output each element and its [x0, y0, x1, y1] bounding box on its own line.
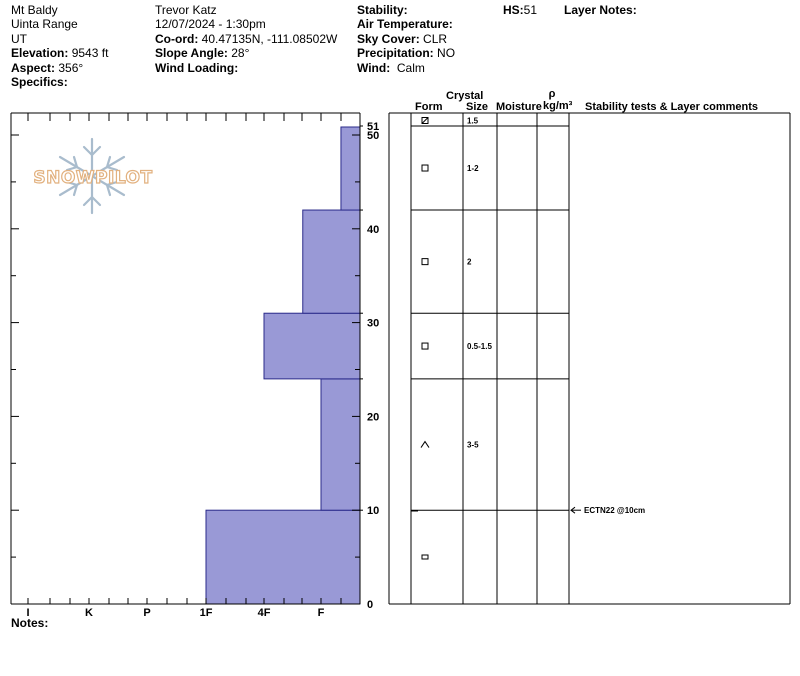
state: UT [11, 32, 27, 46]
precipitation: Precipitation: NO [357, 46, 455, 60]
crystal-form-square-icon [421, 164, 429, 172]
layer-notes: Layer Notes: [564, 3, 637, 17]
location: Mt Baldy [11, 3, 58, 17]
stability-arrow-head-0 [570, 506, 576, 514]
sky-label: Sky Cover: [357, 32, 420, 46]
density-header: kg/m³ [543, 100, 573, 112]
specifics: Specifics: [11, 75, 68, 89]
aspect: Aspect: 356° [11, 61, 83, 75]
squarex-diag-5 [421, 117, 429, 124]
wind-loading: Wind Loading: [155, 61, 238, 75]
wind-value: Calm [396, 61, 425, 75]
stability: Stability: [357, 3, 408, 17]
square-shape-3 [421, 258, 429, 266]
snow-height: HS:51 [503, 3, 537, 17]
depth-label-20: 20 [367, 411, 379, 423]
wind-label: Wind: [357, 61, 391, 75]
sky-cover: Sky Cover: CLR [357, 32, 447, 46]
square-shape-2 [421, 342, 429, 350]
air-temp-label: Air Temperature: [357, 17, 453, 31]
moisture-header: Moisture [496, 101, 542, 113]
crystal-size-2: 0.5-1.5 [467, 342, 492, 351]
depth-label-30: 30 [367, 318, 379, 330]
depth-label-51: 51 [367, 121, 379, 133]
crystal-size-4: 1-2 [467, 164, 479, 173]
squarex-shape-5 [421, 117, 429, 124]
hardness-label-I: I [26, 607, 29, 619]
precip-value: NO [437, 46, 456, 60]
datetime: 12/07/2024 - 1:30pm [155, 17, 266, 31]
depth-label-0: 0 [367, 599, 373, 611]
crystal-header: Crystal [446, 90, 483, 102]
snowpilot-logo: SNOWPILOT [33, 137, 153, 215]
crystal-form-rect-icon [421, 554, 429, 560]
rect-shape-0 [421, 554, 429, 560]
hardness-bar-4 [340, 126, 361, 211]
hardness-label-4F: 4F [258, 607, 271, 619]
crystal-form-square-icon [421, 258, 429, 266]
air-temperature: Air Temperature: [357, 17, 453, 31]
stability-comments-header: Stability tests & Layer comments [585, 101, 758, 113]
coordinates: Co-ord: 40.47135N, -111.08502W [155, 32, 337, 46]
slope-angle: Slope Angle: 28° [155, 46, 249, 60]
crystal-form-square-icon [421, 342, 429, 350]
hs-value: 51 [523, 3, 538, 17]
notes-label: Notes: [11, 616, 49, 630]
slope-label: Slope Angle: [155, 46, 228, 60]
facet-shape-1 [420, 440, 430, 448]
range: Uinta Range [11, 17, 78, 31]
form-header: Form [415, 101, 443, 113]
depth-label-10: 10 [367, 505, 379, 517]
rho-header: ρ [549, 88, 556, 100]
square-shape-4 [421, 164, 429, 172]
hardness-label-1F: 1F [200, 607, 213, 619]
elevation: Elevation: 9543 ft [11, 46, 108, 60]
elevation-value: 9543 ft [71, 46, 109, 60]
hs-label: HS: [503, 3, 524, 17]
aspect-value: 356° [58, 61, 84, 75]
hardness-label-P: P [143, 607, 150, 619]
coord-label: Co-ord: [155, 32, 199, 46]
logo-text: SNOWPILOT [33, 168, 152, 188]
hardness-bar-1 [320, 378, 361, 511]
observer: Trevor Katz [155, 3, 217, 17]
slope-value: 28° [231, 46, 250, 60]
hardness-label-K: K [85, 607, 93, 619]
crystal-form-facet-icon [420, 440, 430, 448]
depth-label-40: 40 [367, 224, 379, 236]
size-header: Size [466, 101, 488, 113]
crystal-size-1: 3-5 [467, 441, 479, 450]
stability-label: Stability: [357, 3, 408, 17]
coord-value: 40.47135N, -111.08502W [201, 32, 338, 46]
stability-test-label-0: ECTN22 @10cm [584, 506, 645, 515]
snowflake-icon [58, 137, 126, 215]
hardness-bar-2 [263, 312, 361, 380]
layer-notes-label: Layer Notes: [564, 3, 637, 17]
wind-loading-label: Wind Loading: [155, 61, 239, 75]
crystal-form-squarex-icon [421, 117, 429, 124]
crystal-size-3: 2 [467, 258, 472, 267]
aspect-label: Aspect: [11, 61, 56, 75]
specifics-label: Specifics: [11, 75, 68, 89]
sky-value: CLR [423, 32, 448, 46]
hardness-bar-3 [302, 209, 361, 314]
wind: Wind: Calm [357, 61, 425, 75]
depth-label-50: 50 [367, 130, 379, 142]
hardness-bar-0 [205, 509, 361, 605]
elevation-label: Elevation: [11, 46, 69, 60]
precip-label: Precipitation: [357, 46, 434, 60]
hardness-label-F: F [318, 607, 325, 619]
crystal-size-5: 1.5 [467, 117, 479, 126]
